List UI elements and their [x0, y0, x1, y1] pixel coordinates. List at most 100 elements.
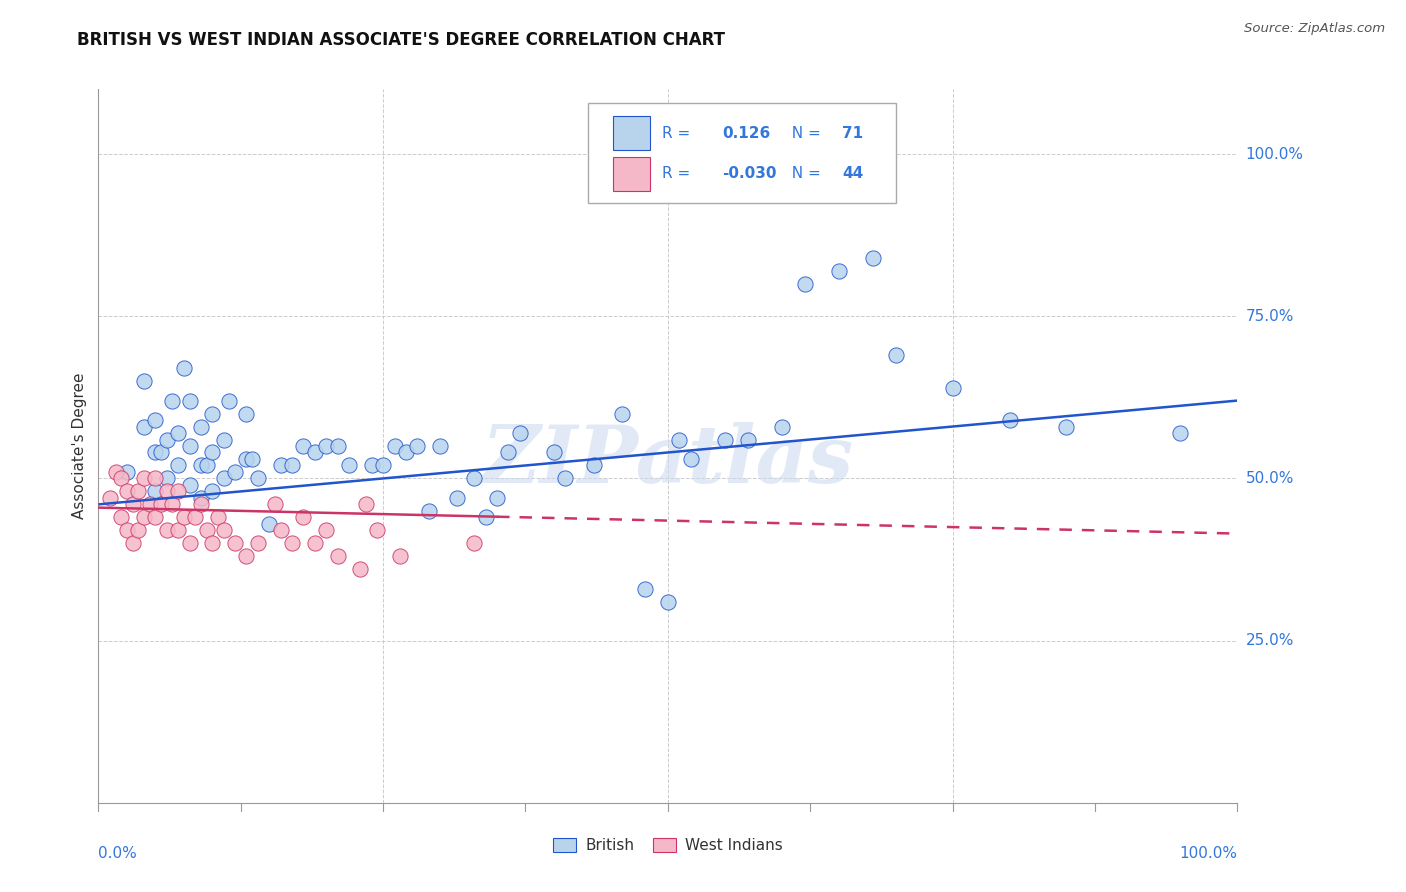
- Point: [145, 471, 167, 485]
- Point: [862, 251, 884, 265]
- Text: ZIPatlas: ZIPatlas: [482, 422, 853, 499]
- Point: [612, 407, 634, 421]
- Point: [634, 582, 657, 596]
- Point: [270, 458, 292, 473]
- Point: [366, 524, 388, 538]
- Point: [292, 510, 315, 524]
- Point: [115, 465, 138, 479]
- Point: [304, 536, 326, 550]
- Point: [127, 524, 149, 538]
- Point: [679, 452, 702, 467]
- Point: [389, 549, 412, 564]
- Point: [828, 264, 851, 278]
- Point: [281, 458, 304, 473]
- Point: [121, 536, 143, 550]
- Point: [98, 491, 121, 505]
- Point: [207, 510, 229, 524]
- Point: [145, 445, 167, 459]
- Point: [463, 536, 485, 550]
- Point: [115, 524, 138, 538]
- Text: 71: 71: [842, 126, 863, 141]
- Point: [884, 348, 907, 362]
- Point: [184, 510, 207, 524]
- Text: 100.0%: 100.0%: [1246, 146, 1303, 161]
- Point: [179, 439, 201, 453]
- Point: [942, 381, 965, 395]
- Text: R =: R =: [662, 126, 696, 141]
- Text: 44: 44: [842, 166, 863, 181]
- Text: Source: ZipAtlas.com: Source: ZipAtlas.com: [1244, 22, 1385, 36]
- Point: [201, 484, 224, 499]
- Point: [162, 393, 184, 408]
- Text: 100.0%: 100.0%: [1180, 846, 1237, 861]
- Point: [179, 393, 201, 408]
- Point: [770, 419, 793, 434]
- Point: [657, 595, 679, 609]
- Point: [145, 510, 167, 524]
- Point: [668, 433, 690, 447]
- Point: [145, 484, 167, 499]
- Point: [156, 524, 179, 538]
- Point: [212, 524, 235, 538]
- Point: [474, 510, 496, 524]
- Point: [326, 549, 349, 564]
- Point: [1170, 425, 1192, 440]
- Point: [156, 433, 179, 447]
- Point: [384, 439, 406, 453]
- Text: 0.0%: 0.0%: [98, 846, 138, 861]
- Point: [292, 439, 315, 453]
- Point: [132, 471, 155, 485]
- Point: [446, 491, 468, 505]
- Point: [326, 439, 349, 453]
- Point: [582, 458, 605, 473]
- Point: [543, 445, 565, 459]
- Point: [1054, 419, 1078, 434]
- Point: [486, 491, 509, 505]
- Text: N =: N =: [782, 126, 825, 141]
- Point: [145, 413, 167, 427]
- Point: [354, 497, 377, 511]
- Point: [115, 484, 138, 499]
- Point: [264, 497, 287, 511]
- Point: [224, 536, 246, 550]
- Point: [270, 524, 292, 538]
- Text: N =: N =: [782, 166, 825, 181]
- Point: [998, 413, 1021, 427]
- Point: [212, 471, 235, 485]
- Point: [498, 445, 520, 459]
- Point: [218, 393, 240, 408]
- Point: [104, 465, 127, 479]
- Point: [167, 425, 190, 440]
- Point: [429, 439, 451, 453]
- Point: [190, 458, 212, 473]
- Point: [156, 484, 179, 499]
- Point: [246, 536, 269, 550]
- Point: [167, 484, 190, 499]
- Point: [224, 465, 246, 479]
- Point: [150, 497, 173, 511]
- Point: [235, 407, 257, 421]
- Point: [349, 562, 371, 576]
- Y-axis label: Associate's Degree: Associate's Degree: [72, 373, 87, 519]
- Point: [371, 458, 394, 473]
- Point: [246, 471, 269, 485]
- Legend: British, West Indians: British, West Indians: [547, 832, 789, 859]
- Point: [509, 425, 531, 440]
- Point: [190, 497, 212, 511]
- Point: [201, 445, 224, 459]
- Point: [195, 458, 218, 473]
- FancyBboxPatch shape: [613, 116, 650, 150]
- Point: [212, 433, 235, 447]
- Text: 25.0%: 25.0%: [1246, 633, 1294, 648]
- Point: [315, 524, 337, 538]
- Point: [110, 471, 132, 485]
- Point: [167, 458, 190, 473]
- FancyBboxPatch shape: [588, 103, 896, 203]
- Point: [127, 484, 149, 499]
- Point: [201, 407, 224, 421]
- Point: [406, 439, 429, 453]
- Point: [259, 516, 281, 531]
- Point: [235, 549, 257, 564]
- Point: [132, 374, 155, 388]
- Text: BRITISH VS WEST INDIAN ASSOCIATE'S DEGREE CORRELATION CHART: BRITISH VS WEST INDIAN ASSOCIATE'S DEGRE…: [77, 31, 725, 49]
